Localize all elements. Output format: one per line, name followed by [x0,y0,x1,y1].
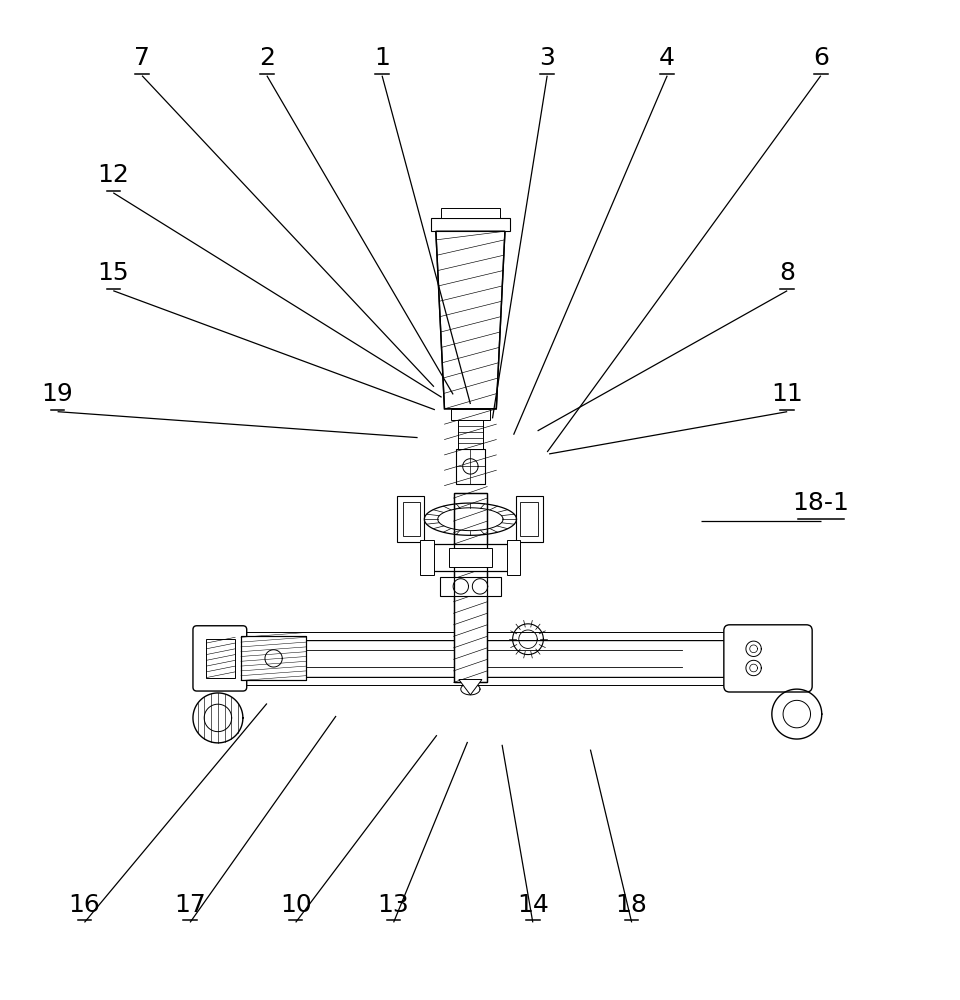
Text: 16: 16 [68,893,101,917]
Text: 1: 1 [374,46,390,70]
Polygon shape [436,231,505,409]
Text: 3: 3 [540,46,555,70]
Bar [456,449,485,484]
Text: 13: 13 [377,893,410,917]
Text: 7: 7 [134,46,150,70]
Bar [403,502,420,536]
FancyBboxPatch shape [193,626,247,691]
Bar [397,496,424,542]
Bar [432,544,509,571]
Bar [241,636,306,680]
Bar [441,208,500,218]
Bar [211,677,734,685]
Bar [449,548,492,567]
Text: 18: 18 [615,893,648,917]
Text: 2: 2 [259,46,275,70]
Text: 18-1: 18-1 [792,491,850,515]
Text: 15: 15 [98,261,129,285]
Polygon shape [459,680,482,695]
Bar [507,540,520,575]
Text: 11: 11 [771,382,804,406]
Bar [516,496,543,542]
Bar [453,493,487,682]
Bar [241,636,306,680]
Bar [440,577,501,596]
Bar [206,639,235,678]
FancyBboxPatch shape [724,625,812,692]
Bar [458,420,483,449]
Bar [453,493,487,682]
Text: 10: 10 [279,893,312,917]
Text: 4: 4 [660,46,675,70]
Bar [431,218,510,231]
Text: 6: 6 [813,46,828,70]
Text: 17: 17 [174,893,206,917]
Text: 19: 19 [41,382,74,406]
Text: 8: 8 [780,261,795,285]
Text: 12: 12 [97,163,130,187]
Bar [520,502,538,536]
Bar [451,409,490,420]
Bar [206,640,739,677]
Bar [420,540,434,575]
Bar [211,632,734,640]
Text: 14: 14 [516,893,549,917]
